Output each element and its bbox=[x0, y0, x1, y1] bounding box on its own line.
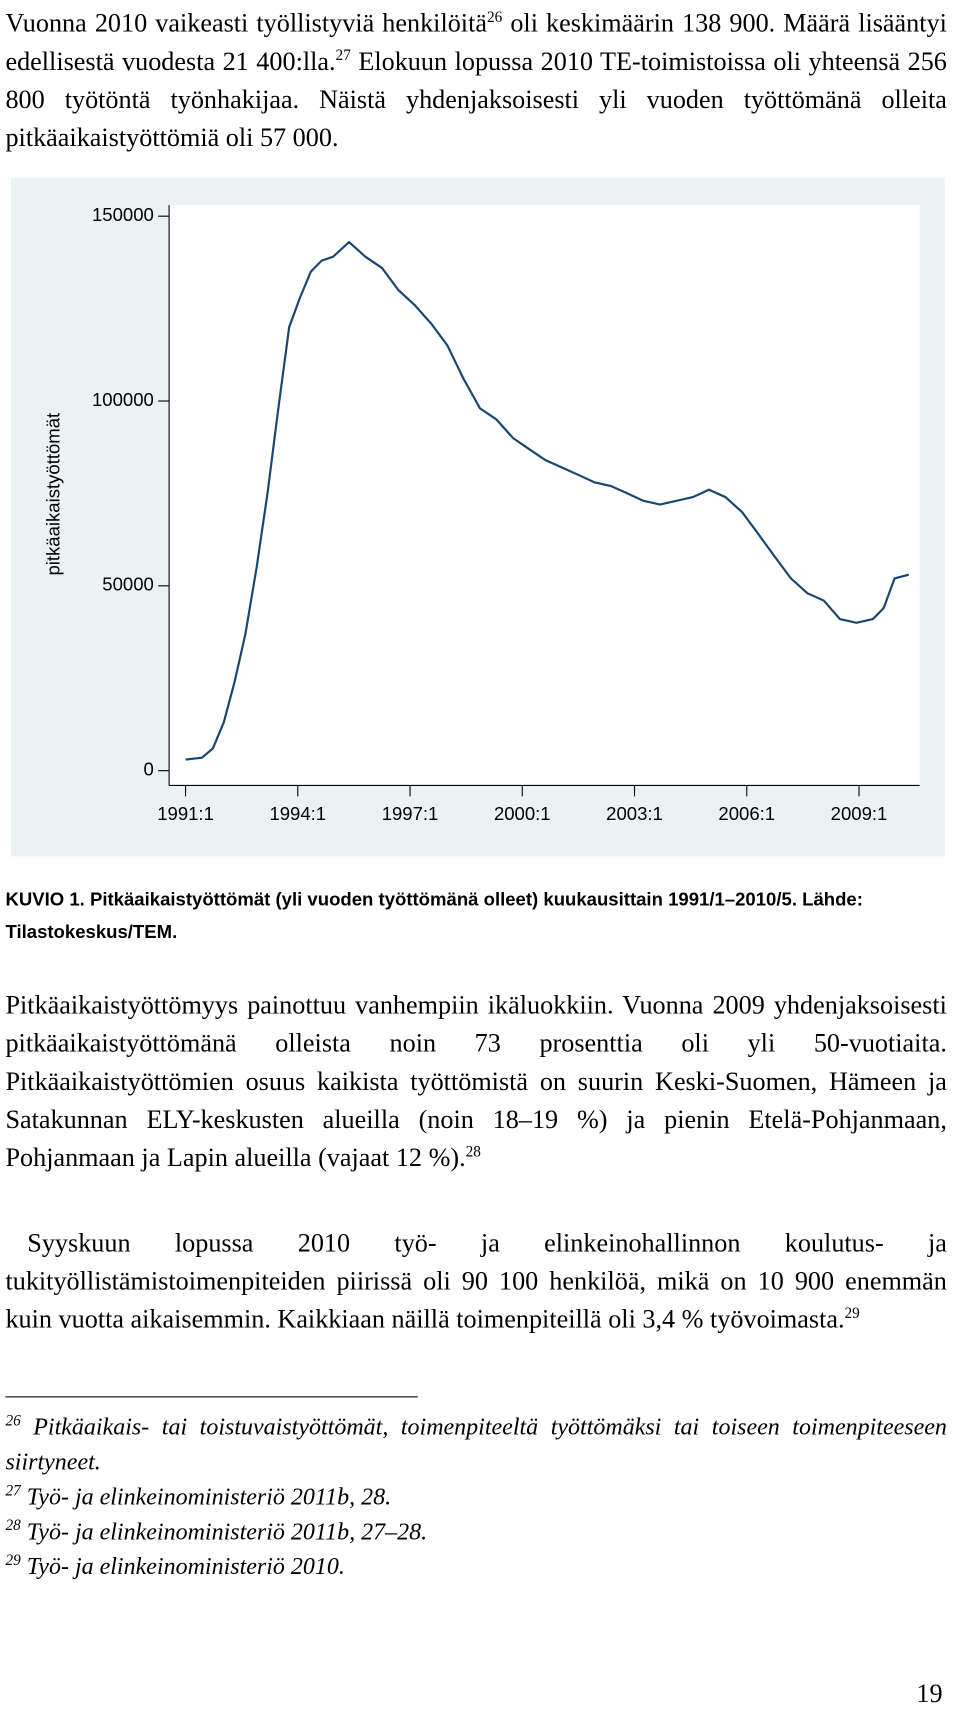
footnote-number: 28 bbox=[5, 1518, 21, 1535]
footnote-ref: 29 bbox=[844, 1305, 860, 1323]
text: Syyskuun lopussa 2010 työ- ja elinkeinoh… bbox=[5, 1229, 947, 1335]
footnote: 26 Pitkäaikais- tai toistuvaistyöttömät,… bbox=[5, 1409, 946, 1479]
footnotes: 26 Pitkäaikais- tai toistuvaistyöttömät,… bbox=[5, 1409, 946, 1584]
x-tick-label: 2000:1 bbox=[494, 803, 551, 824]
footnote-text: Työ- ja elinkeinoministeriö 2011b, 28. bbox=[20, 1482, 392, 1510]
footnote: 28 Työ- ja elinkeinoministeriö 2011b, 27… bbox=[5, 1514, 946, 1549]
paragraph: Syyskuun lopussa 2010 työ- ja elinkeinoh… bbox=[5, 1225, 946, 1340]
y-axis-title: pitkäaikaistyöttömät bbox=[42, 412, 63, 576]
footnote-rule bbox=[5, 1396, 418, 1398]
y-tick-label: 50000 bbox=[102, 574, 154, 595]
text: Elokuun lopussa 2010 TE-toimistoissa oli… bbox=[5, 47, 947, 153]
page-number: 19 bbox=[916, 1679, 943, 1709]
text: Pitkäaikaistyöttömyys painottuu vanhempi… bbox=[5, 991, 947, 1173]
chart: pitkäaikaistyöttömät 0 50000 100000 150000 1… bbox=[10, 177, 945, 857]
text: oli keskimäärin 138 900. Määrä lisääntyi… bbox=[5, 9, 947, 77]
y-tick-label: 0 bbox=[144, 759, 154, 780]
data-line bbox=[185, 240, 910, 761]
text: Vuonna 2010 vaikeasti työllistyviä henki… bbox=[5, 9, 487, 39]
footnote-number: 29 bbox=[5, 1553, 21, 1570]
paragraph: Vuonna 2010 vaikeasti työllistyviä henki… bbox=[5, 5, 946, 158]
y-tick-label: 100000 bbox=[92, 389, 154, 410]
x-tick-label: 1997:1 bbox=[382, 803, 439, 824]
x-tick-label: 1994:1 bbox=[269, 803, 326, 824]
y-tick-label: 150000 bbox=[92, 204, 154, 225]
figure-caption: KUVIO 1. Pitkäaikaistyöttömät (yli vuode… bbox=[5, 889, 863, 943]
plot-area bbox=[169, 205, 920, 786]
footnote-ref: 28 bbox=[465, 1144, 481, 1161]
footnote-ref: 26 bbox=[486, 9, 503, 27]
footnote-number: 26 bbox=[5, 1413, 21, 1430]
footnote-text: Pitkäaikais- tai toistuvaistyöttömät, to… bbox=[5, 1412, 947, 1475]
x-tick-label: 2006:1 bbox=[718, 803, 775, 824]
x-tick-label: 2003:1 bbox=[606, 803, 663, 824]
footnote-ref: 27 bbox=[335, 47, 351, 65]
paragraph: Pitkäaikaistyöttömyys painottuu vanhempi… bbox=[5, 987, 946, 1178]
footnote: 29 Työ- ja elinkeinoministeriö 2010. bbox=[5, 1549, 946, 1584]
x-tick-label: 2009:1 bbox=[831, 803, 888, 824]
footnote-text: Työ- ja elinkeinoministeriö 2011b, 27–28… bbox=[20, 1517, 428, 1545]
footnote-text: Työ- ja elinkeinoministeriö 2010. bbox=[20, 1552, 345, 1580]
x-tick-label: 1991:1 bbox=[157, 803, 214, 824]
footnote: 27 Työ- ja elinkeinoministeriö 2011b, 28… bbox=[5, 1479, 946, 1514]
footnote-number: 27 bbox=[5, 1483, 21, 1500]
